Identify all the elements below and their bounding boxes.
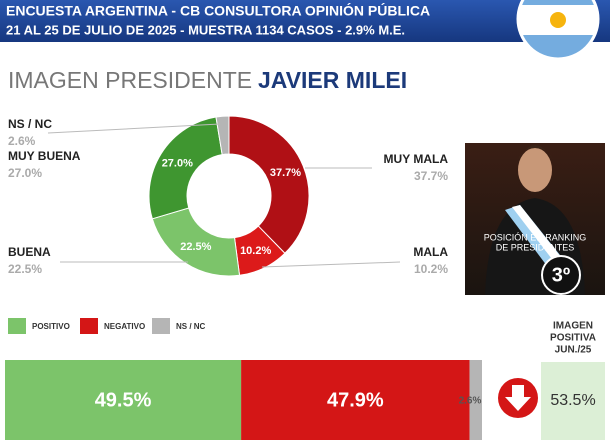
- category-value: 37.7%: [414, 169, 448, 183]
- category-value: 10.2%: [414, 262, 448, 276]
- legend-swatch: [152, 318, 170, 334]
- bar-label: 47.9%: [327, 389, 384, 411]
- comparison-box: [541, 362, 605, 440]
- ranking-caption: POSICIÓN EN RANKING: [484, 232, 587, 242]
- slice-label: 10.2%: [240, 245, 271, 257]
- bar-segment: [241, 360, 470, 440]
- flag-border: [516, 0, 600, 61]
- bar-segment: [469, 360, 482, 440]
- category-value: 27.0%: [8, 166, 42, 180]
- category-label: BUENA: [8, 245, 51, 259]
- comparison: IMAGEN POSITIVA JUN./25 53.5%: [498, 321, 605, 440]
- slice-label: 22.5%: [180, 241, 211, 253]
- leader-line: [261, 261, 401, 268]
- header-bar: [0, 0, 610, 42]
- category-value: 2.6%: [8, 134, 36, 148]
- category-label: MALA: [413, 245, 448, 259]
- title-name: JAVIER MILEI: [258, 67, 407, 93]
- down-arrow: [505, 385, 531, 411]
- comparison-label: IMAGEN: [553, 321, 593, 332]
- leader-line: [47, 123, 221, 134]
- comparison-label: JUN./25: [555, 345, 592, 356]
- donut-slice: [228, 115, 310, 254]
- category-value: 22.5%: [8, 262, 42, 276]
- header-line: 21 AL 25 DE JULIO DE 2025 - MUESTRA 1134…: [6, 22, 405, 37]
- bar-label: 2.6%: [459, 396, 482, 407]
- donut-slice: [148, 116, 223, 220]
- header-line: ENCUESTA ARGENTINA - CB CONSULTORA OPINI…: [6, 2, 430, 19]
- comparison-label: POSITIVA: [550, 333, 596, 344]
- title-prefix: IMAGEN PRESIDENTE: [8, 67, 252, 93]
- donut-slice: [215, 115, 230, 156]
- flag: [518, 0, 598, 59]
- ranking-caption: DE PRESIDENTES: [496, 242, 575, 252]
- slice-label: 37.7%: [270, 167, 301, 179]
- category-label: MUY MALA: [384, 152, 449, 166]
- legend-label: NEGATIVO: [104, 322, 145, 331]
- legend-label: NS / NC: [176, 322, 206, 331]
- donut-slice: [151, 207, 241, 277]
- ranking-position: 3º: [552, 264, 570, 286]
- category-label: MUY BUENA: [8, 149, 81, 163]
- bar-label: 49.5%: [95, 389, 152, 411]
- slice-label: 27.0%: [162, 158, 193, 170]
- legend-label: POSITIVO: [32, 322, 70, 331]
- ranking-panel: POSICIÓN EN RANKING DE PRESIDENTES 3º: [465, 143, 605, 295]
- comparison-value: 53.5%: [550, 392, 595, 409]
- category-label: NS / NC: [8, 117, 52, 131]
- legend-swatch: [80, 318, 98, 334]
- bar-segment: [5, 360, 242, 440]
- legend-swatch: [8, 318, 26, 334]
